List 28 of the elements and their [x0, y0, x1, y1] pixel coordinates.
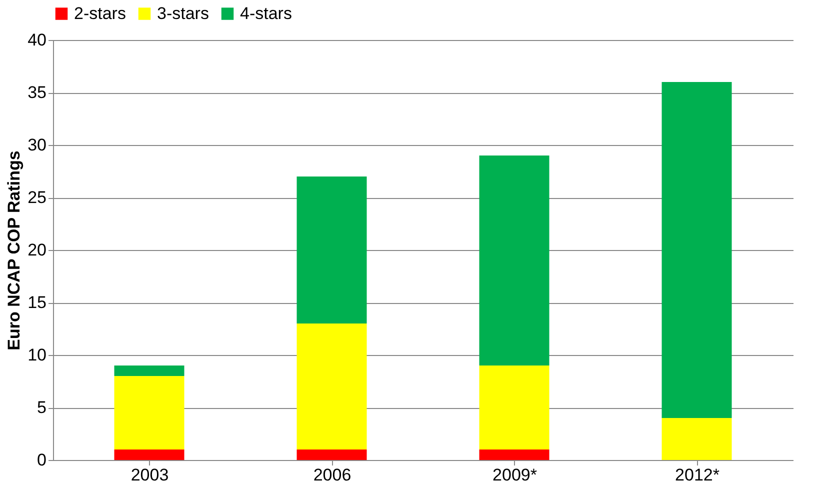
y-axis-title: Euro NCAP COP Ratings — [4, 150, 24, 350]
bar — [479, 366, 550, 450]
x-tick-label: 2003 — [130, 466, 169, 484]
y-tick-label: 0 — [37, 450, 46, 470]
y-tick-label: 5 — [37, 398, 46, 417]
y-tick-label: 20 — [28, 240, 46, 260]
y-tick-label: 10 — [28, 346, 46, 364]
bar — [662, 418, 732, 460]
bar — [479, 156, 550, 366]
bar — [296, 176, 367, 324]
bar — [114, 376, 184, 450]
bar — [114, 450, 184, 460]
y-tick-label: 35 — [28, 83, 46, 102]
x-tick-label: 2012* — [675, 466, 720, 484]
bar — [479, 450, 550, 460]
bar — [296, 450, 367, 460]
y-tick-label: 15 — [28, 293, 46, 312]
bar — [296, 324, 367, 450]
legend-label: 4-stars — [240, 4, 292, 23]
bar — [114, 366, 184, 376]
legend-label: 2-stars — [74, 4, 126, 23]
legend-label: 3-stars — [157, 4, 209, 23]
x-tick-label: 2009* — [492, 466, 538, 484]
y-tick-label: 25 — [28, 188, 46, 207]
y-tick-label: 30 — [28, 136, 46, 154]
bar — [662, 82, 732, 418]
x-tick-label: 2006 — [313, 466, 352, 484]
y-tick-label: 40 — [28, 30, 46, 50]
